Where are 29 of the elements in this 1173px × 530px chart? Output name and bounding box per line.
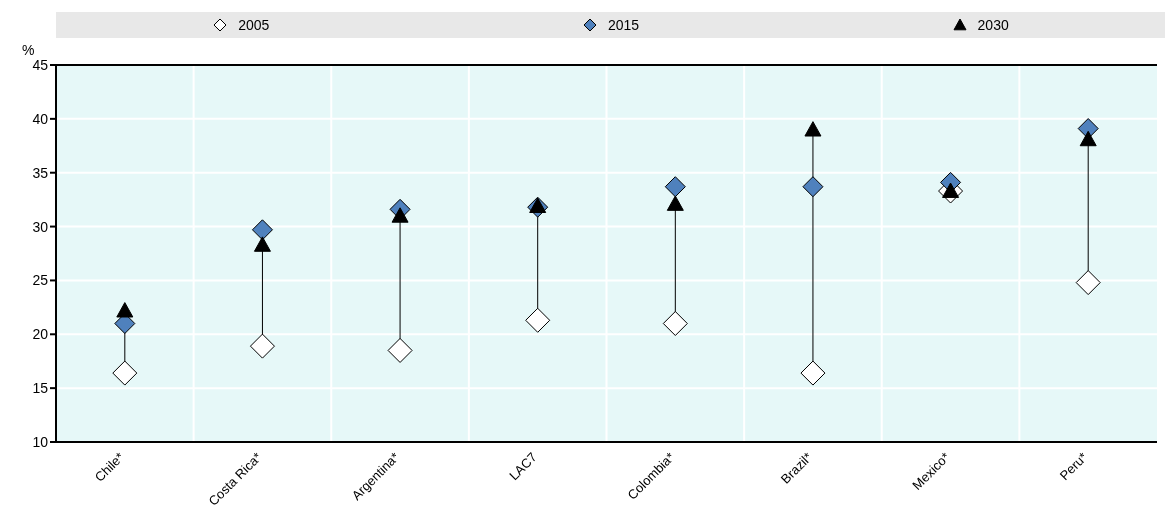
point — [391, 207, 409, 223]
point — [251, 219, 273, 241]
y-tick-label: 20 — [32, 326, 49, 343]
point — [253, 236, 271, 252]
point — [112, 360, 138, 386]
point — [666, 195, 684, 211]
point — [800, 360, 826, 386]
y-tick-label: 10 — [32, 433, 49, 450]
point — [664, 176, 686, 198]
point — [1075, 270, 1101, 296]
point — [249, 333, 275, 359]
point — [662, 311, 688, 337]
point — [804, 121, 822, 137]
y-tick-label: 30 — [32, 218, 49, 235]
y-tick-label: 40 — [32, 110, 49, 127]
point — [387, 337, 413, 363]
y-tick-label: 45 — [32, 56, 49, 73]
y-tick-label: 25 — [32, 272, 49, 289]
point — [116, 302, 134, 318]
point — [525, 307, 551, 333]
y-tick-label: 35 — [32, 164, 49, 181]
legend-label: 2015 — [607, 17, 640, 33]
legend-label: 2005 — [238, 17, 270, 33]
legend-label: 2030 — [977, 17, 1009, 33]
y-axis-title: % — [22, 42, 35, 58]
point — [1079, 130, 1097, 147]
point — [942, 182, 960, 198]
point — [802, 176, 824, 198]
y-tick-label: 15 — [32, 380, 49, 397]
